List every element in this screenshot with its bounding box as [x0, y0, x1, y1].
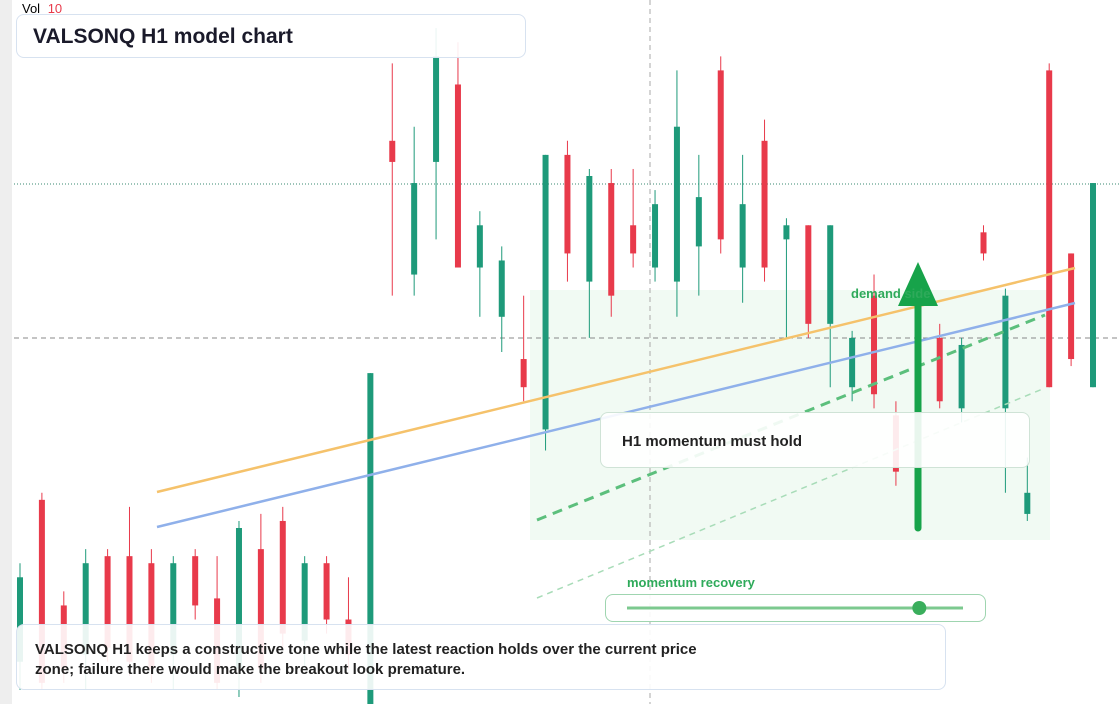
candle-body: [126, 556, 133, 662]
volume-label: Vol: [22, 1, 41, 16]
candle-body: [849, 337, 856, 388]
candle-body: [257, 549, 264, 669]
candle-body: [192, 556, 199, 606]
candle-body: [958, 344, 965, 409]
candle-body: [1002, 295, 1009, 409]
slider-knob: [912, 601, 927, 615]
candle-body: [980, 232, 987, 254]
candle-body: [542, 154, 549, 430]
candle-body: [739, 204, 746, 268]
candle-body: [476, 225, 483, 268]
candle-body: [498, 260, 505, 317]
candle-body: [783, 225, 790, 240]
candle-body: [1068, 253, 1075, 360]
candle-body: [411, 183, 418, 275]
note: VALSONQ H1 keeps a constructive tone whi…: [16, 624, 946, 690]
candle-body: [695, 197, 702, 247]
candle-body: [454, 84, 461, 268]
candle-body: [170, 563, 177, 655]
candle-body: [520, 359, 527, 388]
candle-body: [827, 225, 834, 324]
volume-value: 10: [47, 1, 63, 16]
candle-body: [761, 140, 768, 268]
candle-body: [323, 563, 330, 620]
candle-body: [104, 556, 111, 648]
candle-body: [38, 499, 45, 683]
candle-body: [433, 56, 440, 162]
arrow-head: [898, 262, 938, 306]
candle-body: [717, 70, 724, 240]
candle-body: [1024, 492, 1031, 514]
slider-label: momentum recovery: [627, 575, 755, 590]
side-rail: [0, 0, 12, 704]
candle-body: [235, 528, 242, 669]
slider: [605, 594, 986, 622]
candle-body: [586, 176, 593, 282]
candle-body: [805, 225, 812, 324]
chart-title: VALSONQ H1 model chart: [16, 14, 526, 58]
candle-body: [279, 520, 286, 634]
candle-body: [1090, 183, 1096, 388]
candle-body: [652, 204, 659, 268]
annotation: demand side: [851, 286, 930, 301]
candle-body: [148, 563, 155, 669]
candle-body: [936, 337, 943, 402]
slider-track: [627, 601, 963, 615]
volume-legend: Vol 10: [22, 1, 62, 16]
candle-body: [564, 154, 571, 254]
candle-body: [389, 140, 396, 162]
candle-body: [608, 183, 615, 296]
candle-body: [630, 225, 637, 254]
candle-body: [367, 373, 374, 704]
candle-body: [17, 577, 23, 662]
candle-body: [301, 563, 308, 641]
candle-body: [673, 126, 680, 282]
candle-body: [82, 563, 89, 655]
callout: H1 momentum must hold: [600, 412, 1030, 468]
note-text: VALSONQ H1 keeps a constructive tone whi…: [35, 641, 697, 678]
candle-body: [871, 295, 878, 395]
channel-line: [536, 387, 1046, 599]
candle-body: [1046, 70, 1053, 388]
